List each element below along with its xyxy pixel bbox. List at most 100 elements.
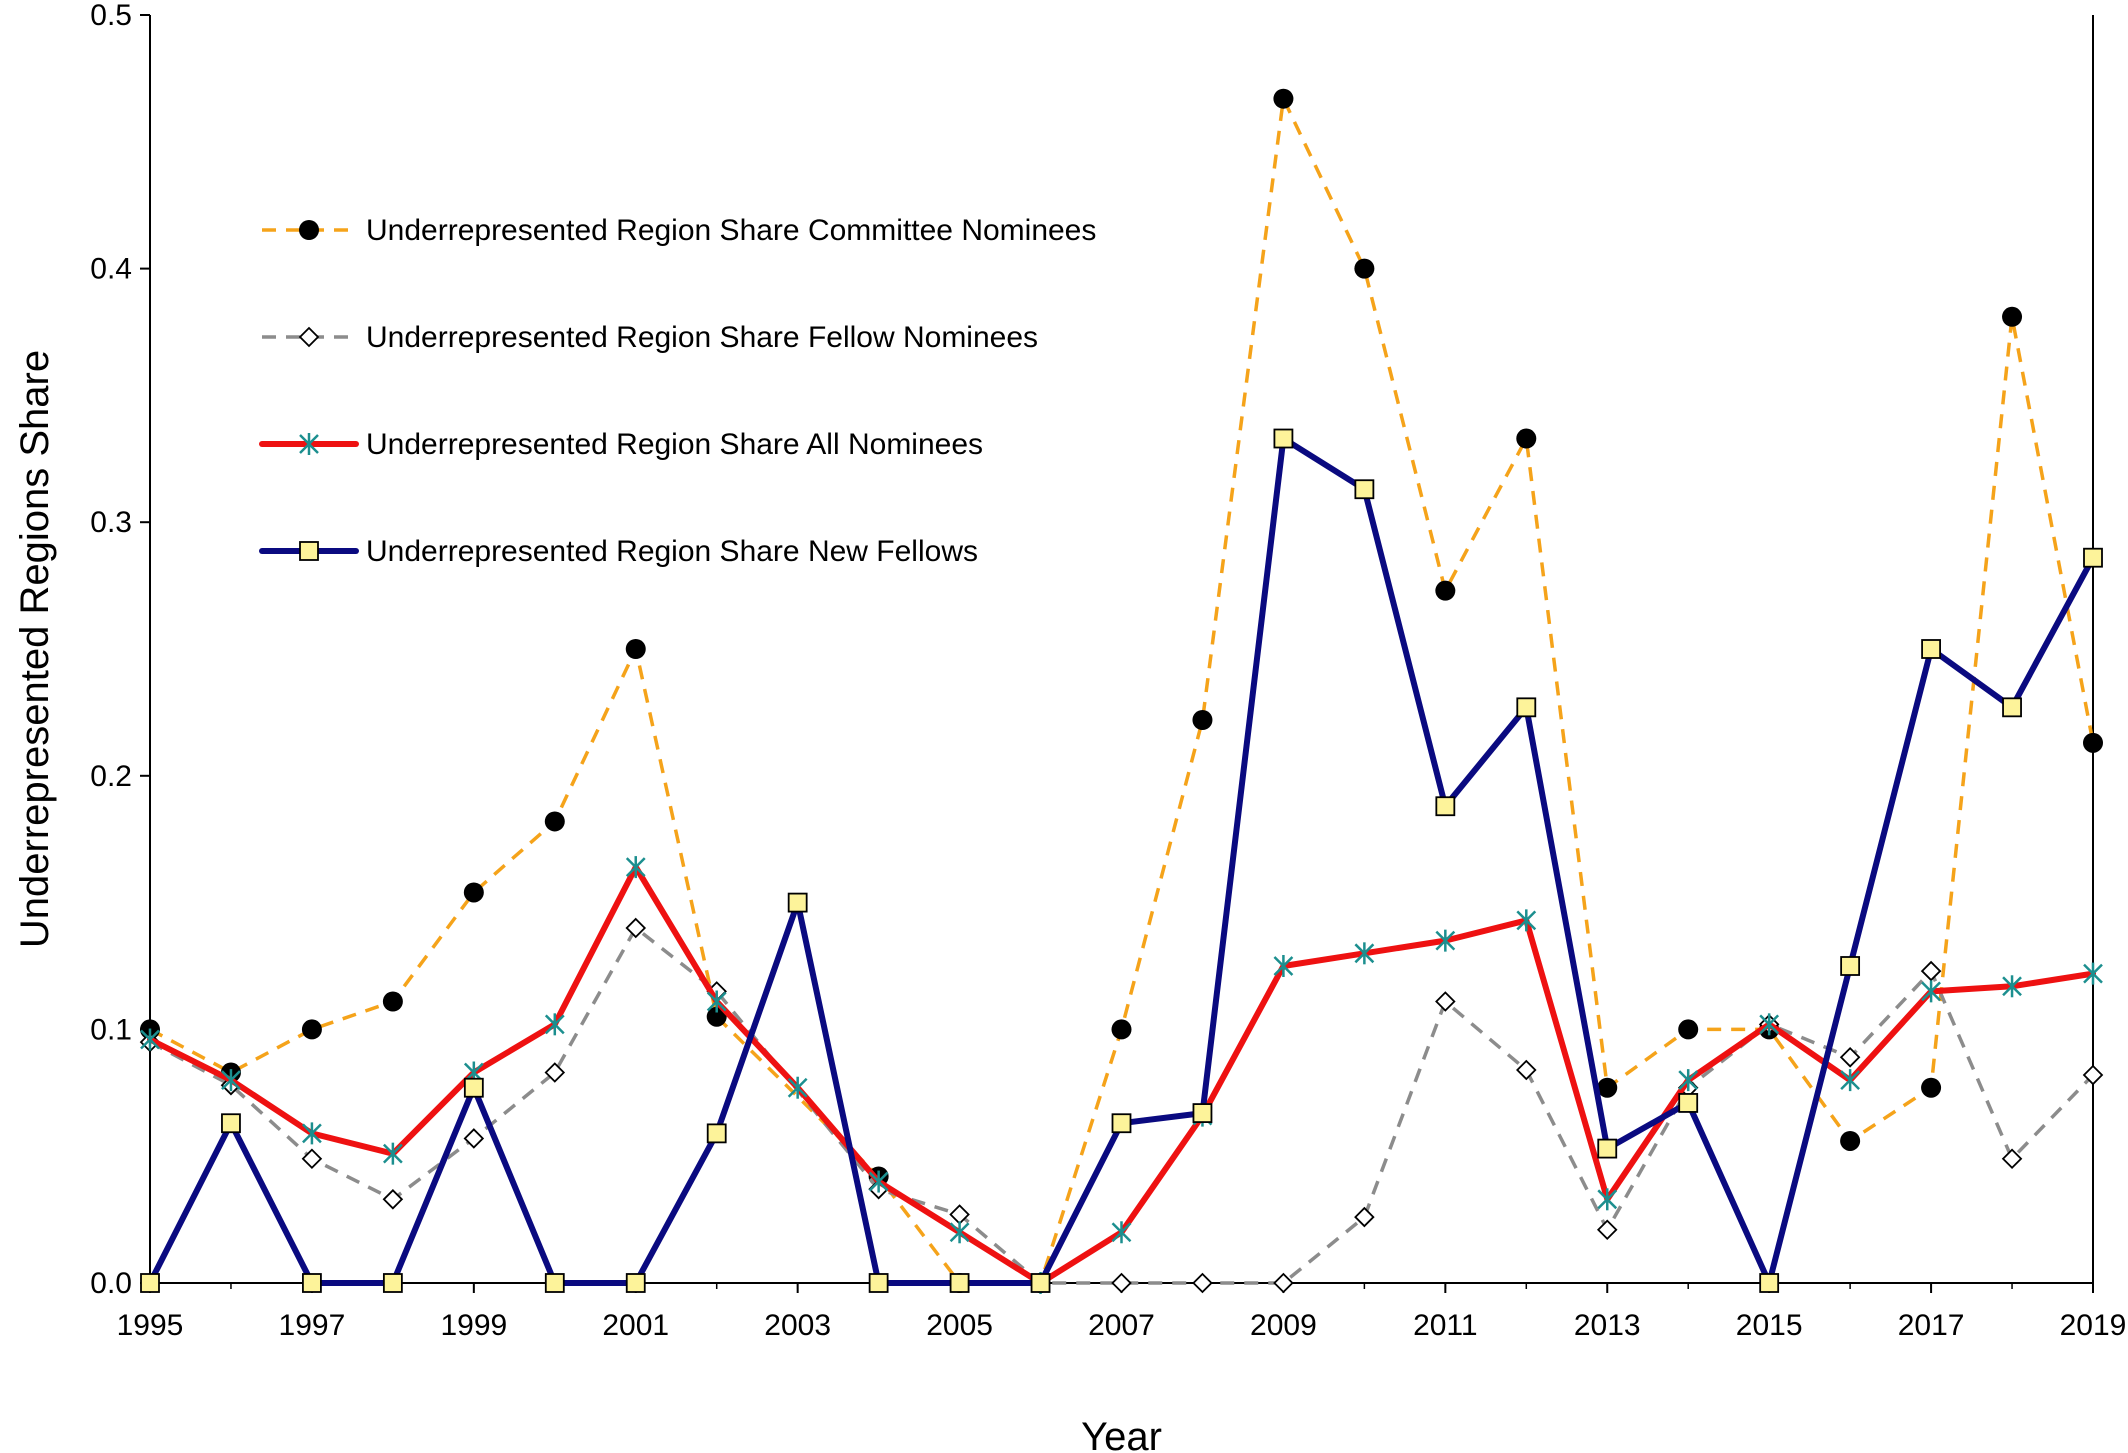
data-point — [1759, 1013, 1780, 1036]
y-axis-title: Underrepresented Regions Share — [13, 350, 57, 948]
data-point — [221, 1069, 241, 1092]
data-point — [625, 1273, 646, 1293]
data-point — [1678, 1069, 1699, 1092]
legend-item: Underrepresented Region Share Committee … — [262, 214, 1096, 247]
data-point — [1516, 909, 1537, 932]
y-tick-label: 0.3 — [90, 506, 132, 539]
data-point — [1435, 929, 1456, 952]
data-point — [1597, 1138, 1618, 1159]
data-point — [1273, 88, 1294, 109]
x-tick-label: 2011 — [1413, 1309, 1478, 1342]
legend-marker — [299, 541, 319, 561]
data-point — [1596, 1219, 1618, 1241]
data-point — [1516, 697, 1537, 718]
data-point — [382, 991, 403, 1012]
x-tick-label: 2017 — [1898, 1309, 1965, 1342]
data-point — [949, 1221, 970, 1244]
data-point — [1354, 479, 1375, 500]
data-point — [1921, 639, 1941, 659]
data-point — [1354, 942, 1375, 965]
data-point — [1516, 428, 1537, 449]
legend-marker — [298, 326, 320, 348]
data-point — [2001, 1148, 2023, 1170]
series-layer — [139, 88, 2104, 1294]
data-point — [382, 1142, 403, 1165]
data-point — [544, 811, 565, 832]
x-tick-label: 2001 — [602, 1309, 669, 1342]
x-tick-label: 2019 — [2060, 1309, 2127, 1342]
data-point — [1678, 1019, 1699, 1040]
data-point — [1111, 1221, 1132, 1244]
data-point — [2002, 697, 2022, 718]
series-line — [149, 926, 2095, 1285]
data-point — [1921, 1077, 1942, 1098]
x-tick-label: 2013 — [1574, 1309, 1641, 1342]
data-point — [1192, 710, 1213, 731]
data-point — [625, 856, 646, 879]
data-point — [1354, 258, 1375, 279]
data-point — [140, 1273, 160, 1293]
data-point — [1435, 580, 1456, 601]
y-tick-label: 0.4 — [90, 253, 132, 286]
data-point — [382, 1273, 403, 1293]
x-tick-label: 1995 — [117, 1309, 184, 1342]
legend-item: Underrepresented Region Share New Fellow… — [259, 535, 978, 568]
y-tick-label: 0.1 — [90, 1013, 132, 1046]
data-point — [625, 917, 647, 939]
x-tick-label: 1997 — [279, 1309, 346, 1342]
data-point — [1030, 1273, 1051, 1293]
legend-marker — [299, 220, 319, 240]
data-point — [2002, 306, 2023, 327]
tick-labels: 1995 1997 1999 2001 2003 2005 2007 2009 2011 2013… — [90, 0, 2126, 1342]
data-point — [544, 1013, 565, 1036]
data-point — [463, 1128, 485, 1149]
legend-label: Underrepresented Region Share Committee … — [366, 214, 1096, 247]
x-tick-label: 2015 — [1736, 1309, 1803, 1342]
data-point — [2083, 547, 2103, 568]
data-point — [1111, 1113, 1132, 1134]
data-point — [1111, 1019, 1132, 1040]
series-4 — [140, 428, 2103, 1293]
series-line — [149, 96, 2095, 1285]
legend-label: Underrepresented Region Share New Fellow… — [366, 535, 978, 568]
data-point — [706, 990, 727, 1013]
data-point — [221, 1113, 241, 1134]
data-point — [1920, 960, 1942, 982]
y-tick-label: 0.5 — [90, 0, 132, 32]
data-point — [382, 1189, 404, 1210]
y-tick-label: 0.2 — [90, 760, 132, 793]
data-point — [1192, 1103, 1213, 1123]
x-axis-title: Year — [1081, 1415, 1162, 1453]
data-point — [1839, 1047, 1861, 1068]
data-point — [463, 882, 484, 903]
legend-item: Underrepresented Region Share Fellow Nom… — [262, 321, 1038, 354]
data-point — [2083, 732, 2103, 753]
data-point — [1273, 955, 1294, 977]
data-point — [463, 1077, 484, 1098]
legend-item: Underrepresented Region Share All Nomine… — [259, 428, 983, 461]
data-point — [301, 1019, 322, 1040]
series-1 — [140, 88, 2103, 1293]
data-point — [1273, 1272, 1294, 1294]
data-point — [1435, 991, 1456, 1012]
data-point — [1840, 1130, 1861, 1151]
data-point — [1516, 1059, 1537, 1081]
x-tick-label: 2009 — [1250, 1309, 1317, 1342]
x-tick-label: 2007 — [1088, 1309, 1155, 1342]
data-point — [1759, 1273, 1780, 1293]
data-point — [625, 639, 646, 659]
data-point — [787, 892, 808, 913]
data-point — [1840, 956, 1861, 976]
data-point — [2082, 1064, 2104, 1086]
data-point — [1192, 1272, 1213, 1294]
data-point — [1273, 428, 1294, 449]
data-point — [787, 1076, 808, 1099]
data-point — [1678, 1093, 1699, 1113]
data-point — [302, 1273, 322, 1293]
data-point — [949, 1273, 970, 1293]
data-point — [1354, 1206, 1375, 1228]
data-point — [140, 1028, 160, 1051]
legend-label: Underrepresented Region Share Fellow Nom… — [366, 321, 1038, 354]
data-point — [706, 1006, 727, 1027]
data-point — [2083, 962, 2103, 985]
